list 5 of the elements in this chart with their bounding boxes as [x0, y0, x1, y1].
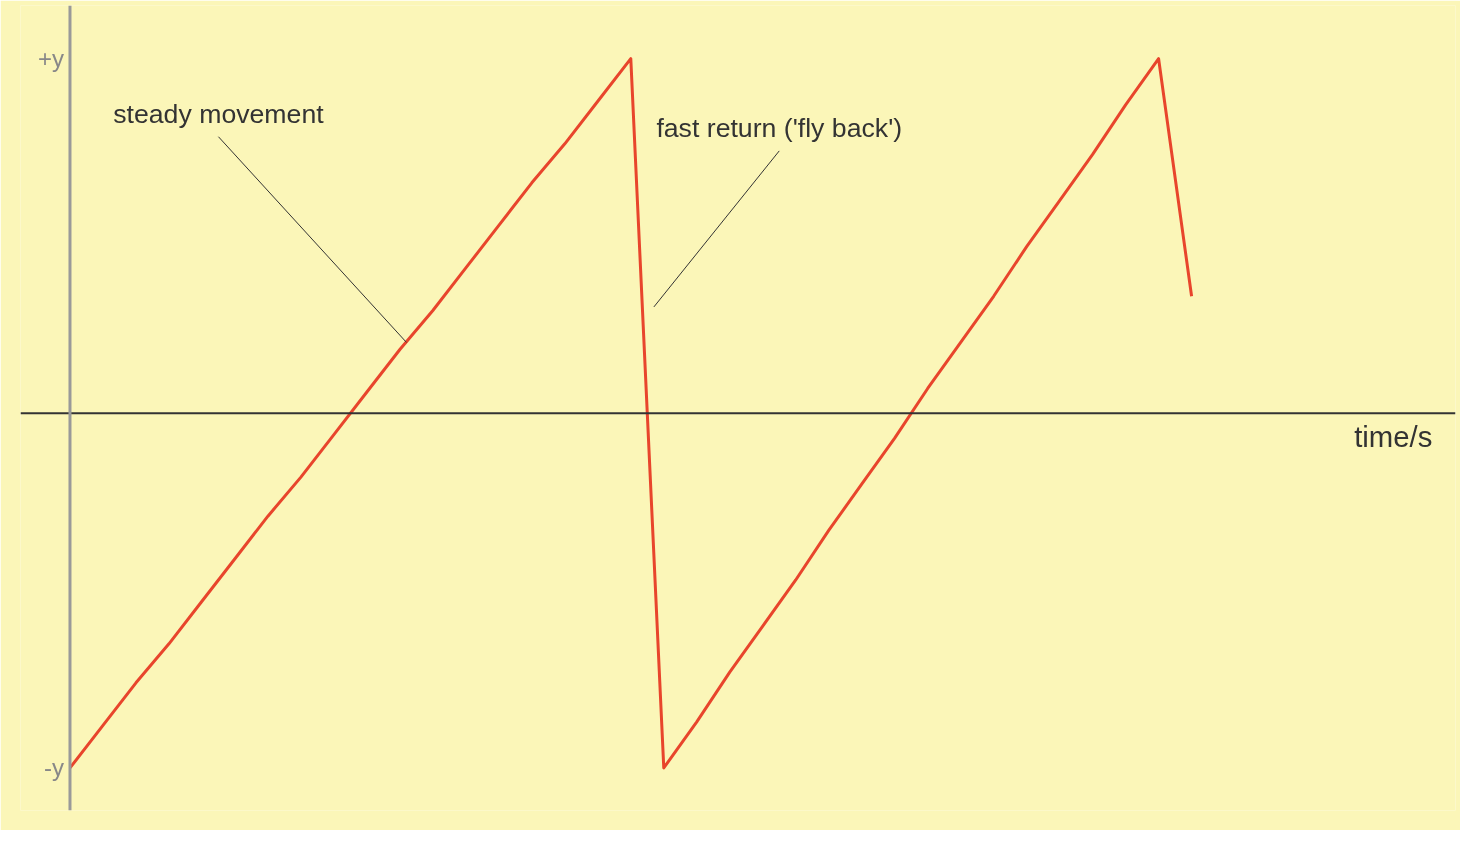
annotation: steady movement [113, 98, 325, 129]
annotation: fast return ('fly back') [656, 112, 903, 143]
annotation: -y [43, 754, 64, 782]
annotation: +y [37, 45, 64, 73]
x-axis-title: time/s [1354, 420, 1433, 454]
